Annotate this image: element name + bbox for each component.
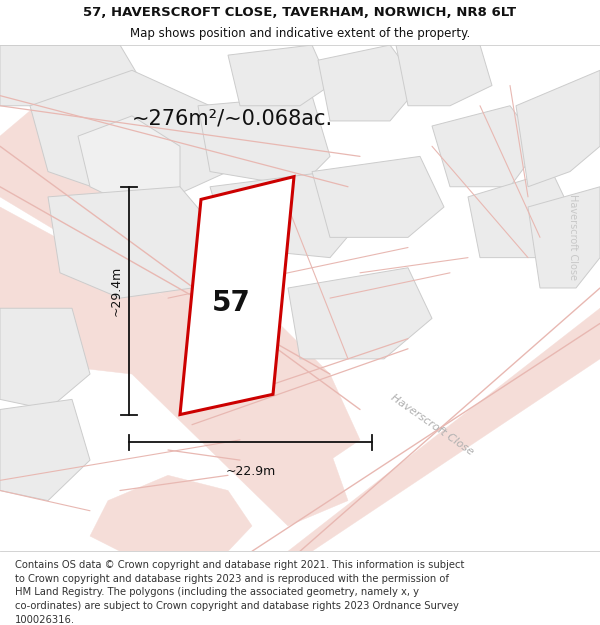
- Polygon shape: [48, 187, 210, 298]
- Text: Haverscroft Close: Haverscroft Close: [568, 194, 578, 281]
- Polygon shape: [0, 45, 150, 136]
- Polygon shape: [396, 45, 492, 106]
- Polygon shape: [90, 475, 252, 551]
- Polygon shape: [0, 96, 360, 460]
- Polygon shape: [30, 70, 228, 207]
- Text: co-ordinates) are subject to Crown copyright and database rights 2023 Ordnance S: co-ordinates) are subject to Crown copyr…: [15, 601, 459, 611]
- Text: Haverscroft Close: Haverscroft Close: [389, 392, 475, 457]
- Polygon shape: [228, 308, 600, 551]
- Polygon shape: [312, 156, 444, 238]
- Polygon shape: [210, 171, 360, 258]
- Polygon shape: [288, 268, 432, 359]
- Polygon shape: [528, 187, 600, 288]
- Text: Contains OS data © Crown copyright and database right 2021. This information is : Contains OS data © Crown copyright and d…: [15, 560, 464, 570]
- Polygon shape: [0, 399, 90, 501]
- Polygon shape: [432, 106, 540, 187]
- Polygon shape: [228, 45, 330, 106]
- Text: 57, HAVERSCROFT CLOSE, TAVERHAM, NORWICH, NR8 6LT: 57, HAVERSCROFT CLOSE, TAVERHAM, NORWICH…: [83, 6, 517, 19]
- Text: ~29.4m: ~29.4m: [109, 266, 122, 316]
- Polygon shape: [0, 308, 90, 409]
- Polygon shape: [516, 70, 600, 187]
- Text: 57: 57: [212, 289, 250, 317]
- Polygon shape: [0, 207, 348, 526]
- Text: Map shows position and indicative extent of the property.: Map shows position and indicative extent…: [130, 28, 470, 40]
- Polygon shape: [198, 96, 330, 187]
- Polygon shape: [180, 177, 294, 414]
- Text: ~22.9m: ~22.9m: [226, 465, 275, 478]
- Text: 100026316.: 100026316.: [15, 614, 75, 624]
- Text: ~276m²/~0.068ac.: ~276m²/~0.068ac.: [132, 108, 333, 128]
- Polygon shape: [318, 45, 420, 121]
- Text: to Crown copyright and database rights 2023 and is reproduced with the permissio: to Crown copyright and database rights 2…: [15, 574, 449, 584]
- Polygon shape: [78, 116, 180, 207]
- Text: HM Land Registry. The polygons (including the associated geometry, namely x, y: HM Land Registry. The polygons (includin…: [15, 588, 419, 598]
- Polygon shape: [468, 171, 576, 258]
